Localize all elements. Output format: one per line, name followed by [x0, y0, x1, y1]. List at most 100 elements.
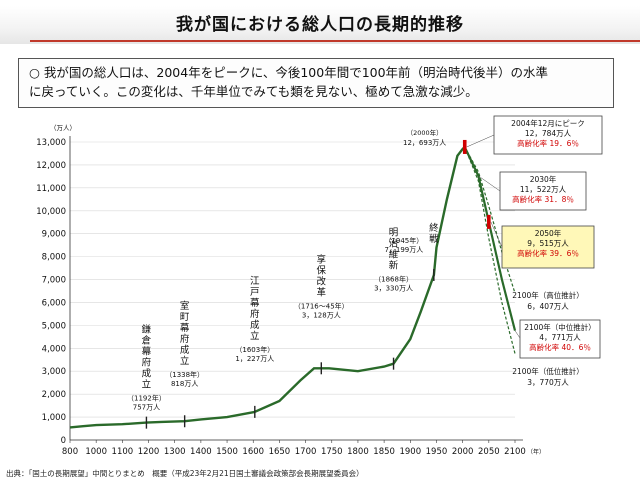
- callout-mid-text: 2100年（中位推計）: [524, 322, 596, 332]
- y-unit-label: （万人）: [50, 124, 76, 132]
- x-tick-label: 1850: [373, 447, 395, 457]
- y-tick-label: 5,000: [42, 321, 66, 331]
- event-label-char: 治: [389, 238, 399, 250]
- event-year: （1338年）: [165, 370, 204, 379]
- source-note: 出典：「国土の長期展望」中間とりまとめ 概要（平成23年2月21日国土審議会政策…: [6, 469, 364, 478]
- x-unit-label: （年）: [527, 448, 545, 456]
- x-tick-label: 1750: [321, 447, 343, 457]
- x-tick-label: 2100: [504, 447, 526, 457]
- event-year: （1603年）: [235, 345, 274, 354]
- x-tick-label: 1300: [164, 447, 186, 457]
- event-label-char: 戦: [429, 233, 439, 245]
- event-label-char: 町: [180, 312, 190, 323]
- y-tick-label: 7,000: [42, 276, 66, 286]
- y-tick-label: 0: [61, 436, 66, 446]
- event-value: 3，128万人: [302, 311, 341, 319]
- event-label-char: 幕: [250, 297, 260, 309]
- event-label-char: 室: [180, 300, 190, 312]
- y-tick-label: 8,000: [42, 253, 66, 263]
- event-label-char: 維: [389, 249, 399, 261]
- callout-2030: [499, 171, 587, 211]
- y-tick-label: 1,000: [42, 413, 66, 423]
- callout-mid-text: 4，771万人: [539, 333, 581, 342]
- callout-low-title: 2100年（低位推計）: [512, 366, 584, 376]
- x-tick-label: 1400: [190, 447, 212, 457]
- title-rule: [30, 40, 640, 42]
- callout-low-value: 3，770万人: [527, 378, 569, 387]
- peak-2000-value: 12，693万人: [403, 139, 446, 147]
- callout-2030-text: 高齢化率 31．8％: [512, 194, 574, 204]
- callout-2050-text: 2050年: [535, 228, 562, 238]
- callout-mid: [519, 319, 601, 359]
- event-label-char: 幕: [180, 322, 190, 334]
- event-year: （1716～45年）: [294, 301, 349, 310]
- x-tick-label: 1600: [242, 447, 264, 457]
- callout-2050-text: 9，515万人: [527, 239, 569, 248]
- y-tick-label: 9,000: [42, 230, 66, 240]
- y-tick-label: 2,000: [42, 390, 66, 400]
- event-label-char: 府: [142, 357, 152, 369]
- x-tick-label: 1100: [112, 447, 134, 457]
- callout-2030-text: 2030年: [530, 174, 557, 184]
- callout-peak-text: 12，784万人: [525, 129, 572, 138]
- callout-leader: [514, 330, 521, 339]
- callout-peak: [493, 115, 603, 155]
- event-label-char: 成: [142, 368, 152, 380]
- x-tick-label: 2000: [452, 447, 474, 457]
- event-value: 1，227万人: [235, 355, 274, 363]
- event-label-char: 成: [250, 319, 260, 331]
- event-year: （1945年）: [384, 236, 423, 245]
- event-label-char: 幕: [142, 346, 152, 358]
- x-tick-label: 1700: [295, 447, 317, 457]
- x-tick-label: 1900: [399, 447, 421, 457]
- callout-2050-text: 高齢化率 39．6％: [517, 248, 579, 258]
- event-label-char: 改: [317, 275, 327, 287]
- x-tick-label: 1200: [138, 447, 160, 457]
- event-label-char: 終: [429, 222, 439, 234]
- y-tick-label: 6,000: [42, 298, 66, 308]
- event-label-char: 享: [317, 253, 327, 265]
- event-label-char: 倉: [142, 335, 152, 347]
- callout-peak-text: 高齢化率 19．6％: [517, 138, 579, 148]
- event-value: 7，199万人: [384, 246, 423, 254]
- callout-high-value: 6，407万人: [527, 302, 569, 311]
- callout-mid-text: 高齢化率 40．6％: [529, 342, 591, 352]
- event-label-char: 明: [389, 228, 399, 239]
- y-tick-label: 3,000: [42, 367, 66, 377]
- y-tick-label: 13,000: [36, 138, 66, 148]
- callout-leader: [490, 221, 503, 248]
- title-band: [0, 6, 640, 44]
- event-label-char: 江: [250, 276, 260, 287]
- x-tick-label: 1800: [347, 447, 369, 457]
- summary-line-1: 我が国の総人口は、2004年をピークに、今後100年間で100年前（明治時代後半…: [43, 65, 549, 80]
- event-value: 3，330万人: [374, 285, 413, 293]
- summary-box: ○ 我が国の総人口は、2004年をピークに、今後100年間で100年前（明治時代…: [18, 58, 614, 108]
- callout-leader: [478, 175, 501, 192]
- summary-line-2: に戻っていく。この変化は、千年単位でみても類を見ない、極めて急激な減少。: [29, 84, 478, 99]
- projection-line: [464, 146, 516, 354]
- event-value: 818万人: [171, 380, 198, 388]
- event-year: （1868年）: [374, 275, 413, 284]
- summary-bullet: ○: [29, 65, 40, 80]
- y-tick-label: 12,000: [36, 161, 66, 171]
- event-label-char: 鎌: [142, 324, 152, 336]
- x-tick-label: 2050: [478, 447, 500, 457]
- highlight-marker: [487, 214, 491, 229]
- x-tick-label: 1000: [85, 447, 107, 457]
- event-year: （1192年）: [127, 394, 166, 403]
- event-label-char: 新: [389, 260, 399, 272]
- event-label-char: 戸: [250, 287, 260, 298]
- callout-peak-text: 2004年12月にピーク: [511, 118, 585, 128]
- event-label-char: 立: [180, 355, 190, 367]
- event-label-char: 府: [250, 308, 260, 320]
- event-label-char: 革: [317, 286, 327, 298]
- event-label-char: 立: [250, 330, 260, 342]
- population-chart: 0 1,000 2,000 3,000 4,000 5,000 6,000 7,000 8,00…: [36, 115, 603, 457]
- x-tick-label: 1650: [269, 447, 291, 457]
- event-label-char: 成: [180, 344, 190, 356]
- event-value: 757万人: [133, 404, 160, 412]
- callout-leader: [466, 134, 495, 148]
- x-tick-label: 1950: [426, 447, 448, 457]
- y-tick-label: 10,000: [36, 207, 66, 217]
